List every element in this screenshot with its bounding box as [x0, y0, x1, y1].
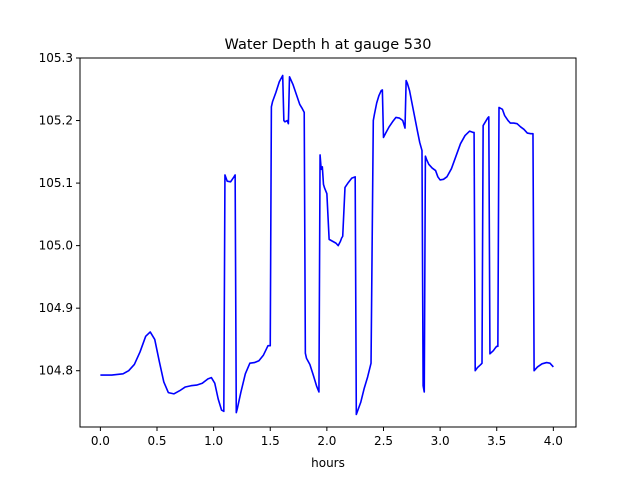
y-tick-label: 104.9 [39, 301, 73, 315]
x-tick-label: 0.0 [91, 434, 110, 448]
plot-area [79, 57, 577, 428]
y-tick-label: 105.2 [39, 114, 73, 128]
x-tick-label: 2.5 [374, 434, 393, 448]
x-axis: 0.0 0.5 1.0 1.5 2.0 2.5 3.0 3.5 4.0 [91, 427, 563, 448]
y-axis: 104.8 104.9 105.0 105.1 105.2 105.3 [39, 51, 80, 378]
series-line [100, 74, 554, 416]
chart-title: Water Depth h at gauge 530 [225, 37, 432, 53]
x-tick-label: 3.5 [487, 434, 506, 448]
y-tick-label: 105.3 [39, 51, 73, 65]
x-tick-label: 1.0 [204, 434, 223, 448]
y-tick-label: 105.0 [39, 239, 73, 253]
x-axis-label: hours [311, 456, 345, 470]
x-tick-label: 4.0 [544, 434, 563, 448]
x-tick-label: 2.0 [317, 434, 336, 448]
plot-frame [79, 57, 577, 428]
y-tick-label: 104.8 [39, 364, 73, 378]
y-tick-label: 105.1 [39, 176, 73, 190]
x-tick-label: 1.5 [261, 434, 280, 448]
x-tick-label: 0.5 [147, 434, 166, 448]
x-tick-label: 3.0 [431, 434, 450, 448]
